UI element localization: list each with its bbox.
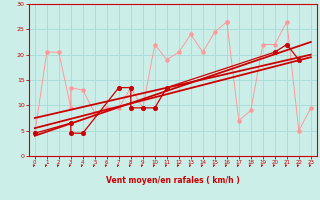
Point xyxy=(80,89,85,92)
Point xyxy=(128,106,133,109)
Point xyxy=(140,106,145,109)
Point xyxy=(284,43,289,46)
Point xyxy=(260,43,265,46)
Point xyxy=(188,33,193,36)
Point xyxy=(68,132,73,135)
Point xyxy=(296,129,301,132)
Point xyxy=(32,132,37,135)
Point xyxy=(92,111,97,115)
Point xyxy=(164,86,169,89)
Point xyxy=(44,51,49,54)
Point xyxy=(128,86,133,89)
Point xyxy=(68,121,73,125)
Point xyxy=(116,106,121,109)
Point xyxy=(200,51,205,54)
Point xyxy=(296,58,301,61)
Point xyxy=(224,20,229,23)
Point xyxy=(272,51,277,54)
Point xyxy=(104,106,109,109)
Point xyxy=(224,20,229,23)
Point xyxy=(152,106,157,109)
Point xyxy=(128,86,133,89)
Point xyxy=(80,132,85,135)
Point xyxy=(116,86,121,89)
Point xyxy=(152,43,157,46)
Point xyxy=(68,106,73,109)
Point xyxy=(308,106,313,109)
Point xyxy=(140,106,145,109)
Point xyxy=(236,119,241,122)
Point xyxy=(212,30,217,33)
Point xyxy=(56,51,61,54)
Point xyxy=(248,109,253,112)
Point xyxy=(32,132,37,135)
Point xyxy=(176,51,181,54)
Point xyxy=(164,58,169,61)
X-axis label: Vent moyen/en rafales ( km/h ): Vent moyen/en rafales ( km/h ) xyxy=(106,176,240,185)
Point xyxy=(68,86,73,89)
Point xyxy=(284,20,289,23)
Point xyxy=(272,43,277,46)
